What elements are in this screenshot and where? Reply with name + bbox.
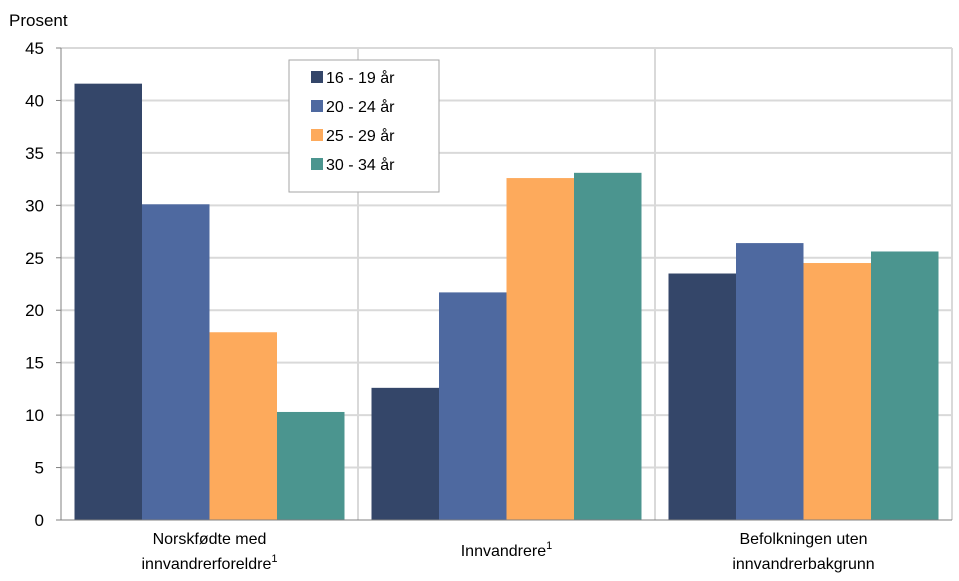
bar (209, 332, 277, 520)
legend-swatch (311, 129, 323, 141)
y-tick-label: 5 (35, 459, 44, 478)
x-category-label: Norskfødte med (153, 531, 267, 548)
y-tick-label: 15 (25, 354, 44, 373)
x-axis-category-labels: Norskfødte med innvandrerforeldre1 Innvand… (142, 531, 875, 573)
axes (60, 48, 952, 521)
legend-label: 30 - 34 år (326, 156, 395, 174)
y-tick-label: 25 (25, 249, 44, 268)
y-tick-label: 35 (25, 144, 44, 163)
legend-swatch (311, 100, 323, 112)
bars (74, 83, 939, 521)
legend-label: 25 - 29 år (326, 127, 395, 145)
bar (736, 243, 804, 521)
legend: 16 - 19 år 20 - 24 år 25 - 29 år 30 - 34 år (288, 59, 440, 193)
bar (74, 83, 142, 520)
footnote-marker: 1 (546, 540, 552, 552)
bar (668, 273, 736, 520)
legend-swatch (311, 71, 323, 83)
x-category-label: innvandrerforeldre1 (142, 553, 278, 573)
bar (803, 263, 871, 520)
bar (506, 178, 574, 520)
bar (439, 292, 507, 520)
legend-label: 20 - 24 år (326, 98, 395, 116)
x-category-label: Befolkningen uten (739, 531, 867, 548)
bar (371, 387, 439, 520)
bar (574, 172, 642, 520)
legend-label: 16 - 19 år (326, 69, 395, 87)
x-category-label: innvandrerbakgrunn (732, 556, 874, 573)
y-axis-unit-label: Prosent (9, 11, 68, 30)
bar (277, 411, 345, 520)
legend-swatch (311, 158, 323, 170)
x-category-label: Innvandrere1 (461, 540, 553, 560)
bar (871, 251, 939, 521)
y-tick-label: 10 (25, 406, 44, 425)
y-tick-label: 30 (25, 196, 44, 215)
footnote-marker: 1 (271, 553, 277, 565)
y-tick-label: 0 (35, 511, 44, 530)
y-tick-label: 40 (25, 91, 44, 110)
y-tick-label: 20 (25, 301, 44, 320)
y-tick-label: 45 (25, 39, 44, 58)
bar (142, 204, 210, 521)
y-axis-ticks: 0 5 10 15 20 25 30 35 40 45 (25, 39, 61, 530)
